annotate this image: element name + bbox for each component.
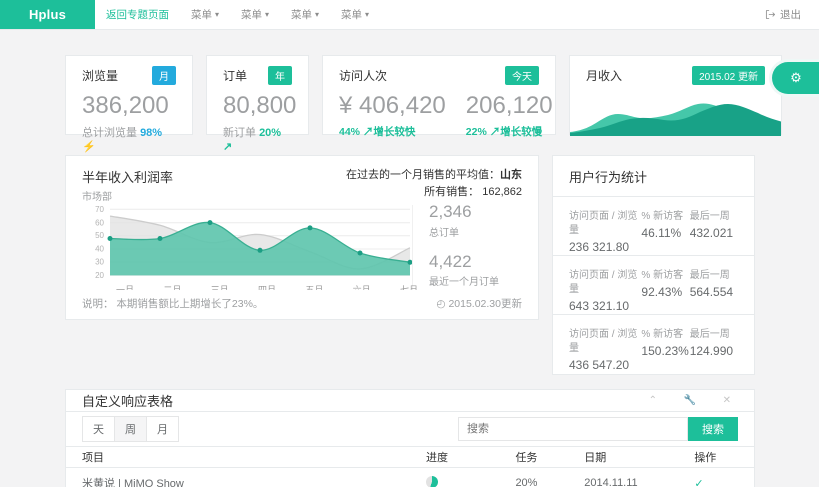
svg-text:30: 30 — [95, 258, 104, 267]
svg-text:20: 20 — [95, 271, 104, 280]
svg-text:50: 50 — [95, 231, 104, 240]
svg-text:40: 40 — [95, 245, 104, 254]
svg-text:60: 60 — [95, 218, 104, 227]
svg-text:70: 70 — [95, 205, 104, 214]
